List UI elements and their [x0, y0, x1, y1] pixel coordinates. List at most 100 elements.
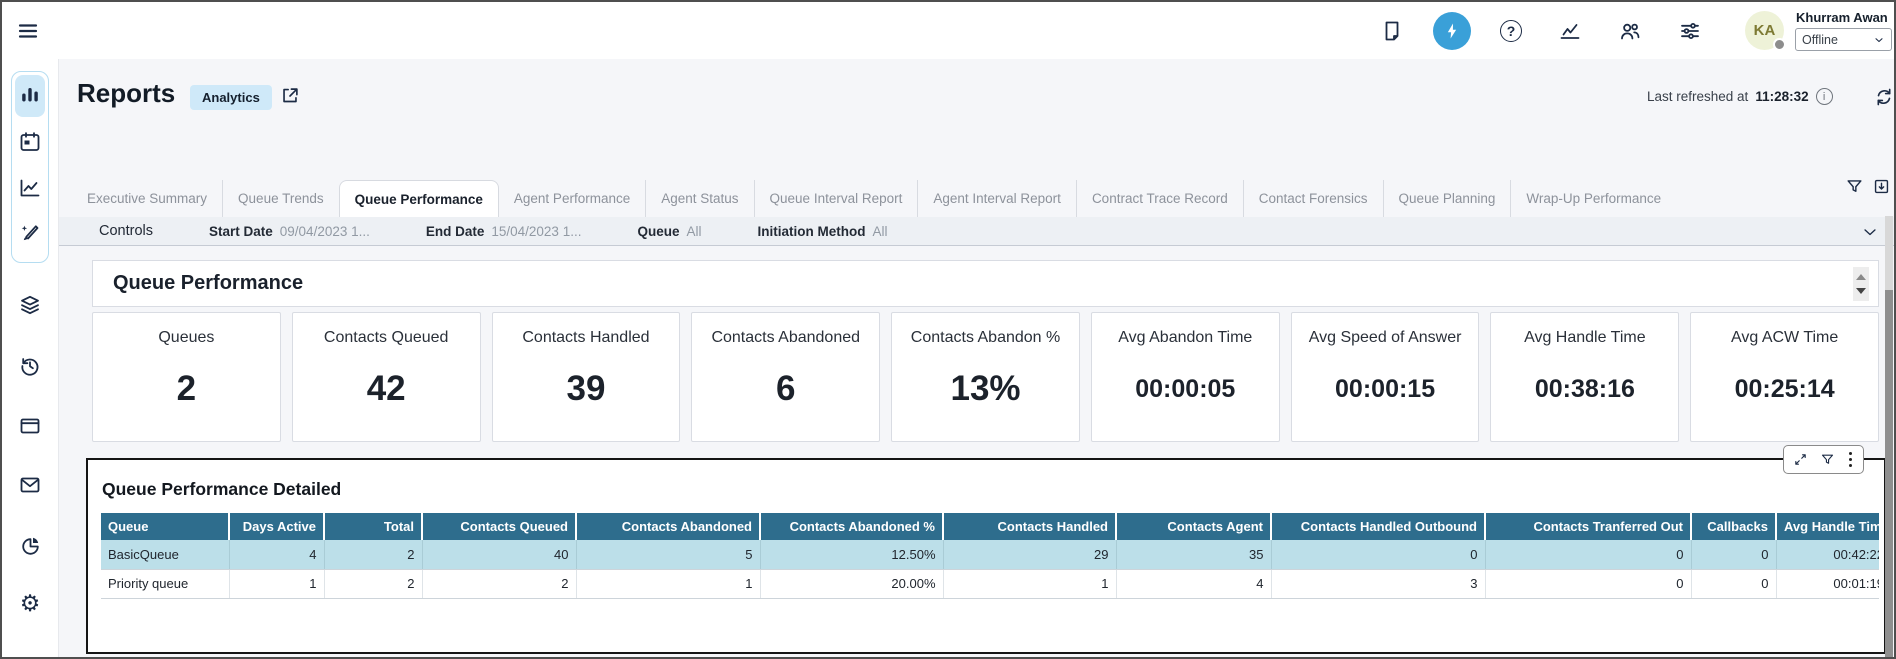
table-cell: 35: [1116, 540, 1271, 569]
controls-bar: Controls Start Date09/04/2023 1... End Da…: [59, 217, 1894, 246]
tab-queue-interval-report[interactable]: Queue Interval Report: [754, 180, 918, 217]
download-box-icon[interactable]: [1872, 177, 1891, 196]
kpi-value: 13%: [950, 369, 1020, 419]
column-header-queue[interactable]: Queue: [101, 513, 229, 540]
sidebar-item-design-brush-icon[interactable]: [18, 222, 42, 246]
kpi-label: Contacts Handled: [522, 329, 649, 347]
notepad-icon[interactable]: [1380, 19, 1404, 43]
kpi-label: Queues: [158, 329, 214, 347]
sidebar-item-window-icon[interactable]: [18, 414, 42, 438]
metrics-chart-icon[interactable]: [1558, 19, 1582, 43]
controls-label: Controls: [99, 223, 153, 239]
vertical-scrollbar[interactable]: [1885, 216, 1893, 655]
sidebar-item-line-chart-icon[interactable]: [18, 176, 42, 200]
sidebar-item-layers-icon[interactable]: [18, 293, 42, 317]
column-header-total[interactable]: Total: [324, 513, 422, 540]
scrollbar-thumb[interactable]: [1885, 290, 1893, 659]
control-filter-initiation-method[interactable]: Initiation Method All: [757, 224, 887, 239]
tab-executive-summary[interactable]: Executive Summary: [72, 180, 222, 217]
section-title-panel: Queue Performance: [92, 260, 1879, 307]
detailed-title: Queue Performance Detailed: [102, 479, 341, 500]
filter-funnel-icon[interactable]: [1845, 177, 1864, 196]
control-filter-queue[interactable]: QueueAll: [637, 224, 701, 239]
control-filter-start-date[interactable]: Start Date09/04/2023 1...: [209, 224, 370, 239]
table-cell: 12.50%: [760, 540, 943, 569]
table-row-basicqueue[interactable]: BasicQueue4240512.50%293500000:42:22: [101, 540, 1879, 569]
column-header-contacts-queued[interactable]: Contacts Queued: [422, 513, 576, 540]
column-header-contacts-handled-outbound[interactable]: Contacts Handled Outbound: [1271, 513, 1485, 540]
tab-agent-interval-report[interactable]: Agent Interval Report: [917, 180, 1076, 217]
last-refreshed-label: Last refreshed at: [1647, 89, 1748, 104]
kpi-value: 00:00:05: [1135, 375, 1235, 414]
tab-queue-trends[interactable]: Queue Trends: [222, 180, 339, 217]
sidebar-item-history-icon[interactable]: [18, 354, 42, 378]
table-cell: 2: [324, 569, 422, 598]
filter-label: Start Date: [209, 224, 273, 239]
sidebar-item-pie-chart-icon[interactable]: [18, 534, 42, 558]
tab-queue-performance[interactable]: Queue Performance: [339, 180, 499, 217]
kpi-label: Contacts Abandon %: [911, 329, 1060, 347]
help-icon[interactable]: ?: [1500, 20, 1522, 42]
topbar-icon-group: ?: [1380, 2, 1702, 59]
sidebar-item-mail-icon[interactable]: [18, 473, 42, 497]
table-cell: 0: [1691, 569, 1776, 598]
tab-contact-forensics[interactable]: Contact Forensics: [1243, 180, 1383, 217]
info-icon[interactable]: i: [1816, 88, 1833, 105]
table-cell: 29: [943, 540, 1116, 569]
kpi-card-avg-abandon-time: Avg Abandon Time00:00:05: [1091, 312, 1280, 442]
controls-filters: Start Date09/04/2023 1... End Date15/04/2…: [153, 224, 887, 239]
table-cell: 1: [576, 569, 760, 598]
table-row-priority-queue[interactable]: Priority queue122120.00%1430000:01:19: [101, 569, 1879, 598]
detailed-toolbar: [1783, 445, 1864, 474]
column-header-days-active[interactable]: Days Active: [229, 513, 324, 540]
column-header-callbacks[interactable]: Callbacks: [1691, 513, 1776, 540]
filter-label: Initiation Method: [757, 224, 865, 239]
table-cell: 4: [229, 540, 324, 569]
table-cell: 4: [1116, 569, 1271, 598]
avatar[interactable]: KA: [1745, 11, 1784, 50]
last-refreshed-time: 11:28:32: [1755, 89, 1808, 104]
kebab-menu-icon[interactable]: [1847, 452, 1854, 467]
sidebar-item-settings-gear-icon[interactable]: ⚙: [18, 591, 42, 615]
hamburger-menu-icon[interactable]: [16, 19, 40, 43]
agent-status-select[interactable]: Offline: [1795, 28, 1892, 51]
open-external-icon[interactable]: [279, 85, 301, 107]
column-header-contacts-agent[interactable]: Contacts Agent: [1116, 513, 1271, 540]
table-cell: 20.00%: [760, 569, 943, 598]
tab-queue-planning[interactable]: Queue Planning: [1383, 180, 1511, 217]
last-refreshed: Last refreshed at 11:28:32 i: [1647, 88, 1833, 105]
section-spinner-control[interactable]: [1853, 267, 1869, 301]
table-cell: 1: [943, 569, 1116, 598]
column-header-contacts-abandoned[interactable]: Contacts Abandoned %: [760, 513, 943, 540]
tasks-bolt-icon[interactable]: [1433, 12, 1471, 50]
filter-funnel-icon[interactable]: [1820, 452, 1835, 467]
tab-wrap-up-performance[interactable]: Wrap-Up Performance: [1510, 180, 1676, 217]
settings-sliders-icon[interactable]: [1678, 19, 1702, 43]
column-header-contacts-tranferred-out[interactable]: Contacts Tranferred Out: [1485, 513, 1691, 540]
filter-label: End Date: [426, 224, 485, 239]
tab-contract-trace-record[interactable]: Contract Trace Record: [1076, 180, 1243, 217]
expand-icon[interactable]: [1793, 452, 1808, 467]
column-header-avg-handle-time[interactable]: Avg Handle Time: [1776, 513, 1879, 540]
sidebar-item-dashboard-bar-chart-icon[interactable]: [18, 83, 42, 107]
column-header-contacts-abandoned[interactable]: Contacts Abandoned: [576, 513, 760, 540]
tab-agent-performance[interactable]: Agent Performance: [499, 180, 645, 217]
table-cell: BasicQueue: [101, 540, 229, 569]
table-cell: 5: [576, 540, 760, 569]
kpi-card-avg-speed-of-answer: Avg Speed of Answer00:00:15: [1291, 312, 1480, 442]
sidebar-item-calendar-icon[interactable]: [18, 130, 42, 154]
users-icon[interactable]: [1618, 19, 1642, 43]
kpi-card-avg-acw-time: Avg ACW Time00:25:14: [1690, 312, 1879, 442]
table-cell: 3: [1271, 569, 1485, 598]
controls-expand-chevron-icon[interactable]: [1860, 222, 1880, 242]
status-dot: [1773, 38, 1786, 51]
filter-value: All: [686, 224, 701, 239]
refresh-icon[interactable]: [1873, 86, 1895, 108]
control-filter-end-date[interactable]: End Date15/04/2023 1...: [426, 224, 582, 239]
table-cell: Priority queue: [101, 569, 229, 598]
kpi-value: 00:25:14: [1735, 375, 1835, 414]
column-header-contacts-handled[interactable]: Contacts Handled: [943, 513, 1116, 540]
filter-value: All: [872, 224, 887, 239]
tab-agent-status[interactable]: Agent Status: [645, 180, 753, 217]
kpi-card-contacts-abandoned: Contacts Abandoned6: [691, 312, 880, 442]
